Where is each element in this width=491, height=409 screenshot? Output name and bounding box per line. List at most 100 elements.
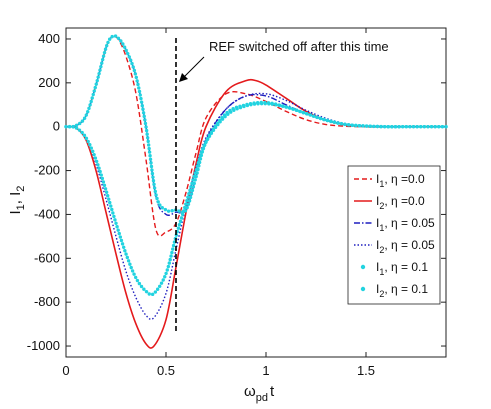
- series-4-marker: [140, 104, 144, 108]
- series-5-marker: [189, 185, 193, 189]
- series-5-marker: [411, 125, 416, 129]
- legend-label-rest: , η = 0.05: [384, 216, 435, 230]
- legend-label-5: I2, η = 0.1: [376, 282, 428, 299]
- series-5-marker: [383, 124, 387, 129]
- series-5-marker: [209, 131, 214, 135]
- series-4-marker: [92, 89, 96, 93]
- series-5-marker: [67, 124, 72, 129]
- series-5-marker: [142, 287, 146, 291]
- series-4-marker: [151, 175, 155, 179]
- series-5-marker: [281, 104, 285, 108]
- series-4-marker: [78, 121, 82, 126]
- series-4-marker: [137, 89, 142, 94]
- series-5-marker: [64, 125, 68, 129]
- series-4-marker: [139, 100, 144, 104]
- series-5-marker: [115, 225, 119, 229]
- series-5-marker: [298, 109, 302, 114]
- y-tick-label: -400: [34, 206, 60, 221]
- series-5-marker: [196, 161, 201, 165]
- series-5-marker: [74, 126, 79, 130]
- series-5-marker: [274, 103, 278, 107]
- series-5-marker: [132, 272, 136, 276]
- series-4-marker: [149, 161, 153, 165]
- series-4-marker: [126, 51, 130, 56]
- series-5-marker: [92, 152, 96, 157]
- series-5-marker: [109, 204, 113, 208]
- series-4-marker: [188, 195, 193, 200]
- y-tick-label: -1000: [27, 338, 60, 353]
- series-5-marker: [350, 123, 355, 127]
- series-4-marker: [113, 34, 118, 38]
- y-axis-label-base: I: [7, 210, 24, 214]
- series-4-marker: [141, 107, 145, 111]
- series-5-marker: [325, 118, 330, 123]
- series-4-marker: [143, 118, 147, 122]
- y-axis-label-sep: , I: [7, 192, 24, 205]
- series-4-marker: [189, 192, 194, 196]
- series-5-marker: [153, 290, 158, 294]
- series-5-marker: [232, 108, 236, 113]
- y-axis-label-sub1: 1: [15, 204, 27, 210]
- series-5-marker: [422, 125, 427, 129]
- series-5-marker: [198, 154, 203, 158]
- legend-label-rest: , η = 0.05: [384, 238, 435, 252]
- series-5-marker: [121, 245, 126, 249]
- series-5-marker: [114, 221, 118, 225]
- annotation-text: REF switched off after this time: [209, 39, 389, 54]
- series-5-marker: [107, 197, 111, 201]
- series-5-marker: [249, 102, 253, 107]
- series-5-marker: [180, 212, 185, 217]
- series-5-marker: [365, 124, 369, 128]
- series-5-marker: [100, 176, 105, 181]
- series-4-marker: [137, 86, 141, 90]
- legend-label-base: I: [376, 172, 379, 186]
- series-4-marker: [185, 205, 189, 210]
- series-4-marker: [136, 82, 140, 87]
- series-4-marker: [96, 75, 100, 79]
- series-4-marker: [101, 54, 106, 58]
- series-4-marker: [190, 188, 195, 193]
- y-tick-label: -200: [34, 163, 60, 178]
- series-4-marker: [148, 157, 153, 161]
- series-4-marker: [158, 203, 162, 207]
- series-5-marker: [124, 252, 128, 256]
- series-5-marker: [193, 171, 197, 175]
- legend-label-rest: , η =0.0: [384, 172, 425, 186]
- series-4-marker: [163, 207, 168, 212]
- series-5-marker: [168, 257, 172, 262]
- legend-label-base: I: [376, 238, 379, 252]
- series-4-marker: [141, 111, 146, 115]
- series-5-marker: [315, 115, 319, 120]
- series-5-marker: [301, 111, 306, 115]
- series-4-marker: [146, 139, 150, 144]
- series-4-marker: [155, 196, 159, 201]
- series-4-marker: [91, 92, 95, 97]
- legend-label-0: I1, η =0.0: [376, 172, 425, 189]
- series-5-marker: [144, 289, 149, 294]
- series-4-marker: [144, 128, 149, 133]
- series-5-marker: [192, 174, 196, 179]
- series-5-marker: [305, 112, 309, 116]
- legend-label-rest: , η =0.0: [384, 194, 425, 208]
- series-4-marker: [131, 65, 135, 69]
- series-4-marker: [88, 103, 92, 107]
- series-5-marker: [150, 292, 155, 297]
- series-5-marker: [312, 114, 316, 118]
- series-4-marker: [170, 209, 174, 213]
- series-4-marker: [104, 44, 109, 48]
- series-5-marker: [263, 101, 267, 106]
- legend-label-base: I: [376, 216, 379, 230]
- series-5-marker: [187, 192, 191, 196]
- series-4-marker: [149, 164, 154, 169]
- series-4-marker: [90, 96, 94, 100]
- series-5-marker: [361, 124, 365, 128]
- legend-label-sub: 2: [379, 245, 384, 255]
- legend-label-rest: , η = 0.1: [384, 260, 428, 274]
- series-5-marker: [116, 228, 120, 232]
- legend-label-sub: 1: [379, 223, 384, 233]
- series-5-marker: [291, 107, 296, 111]
- axes-frame: [65, 27, 447, 358]
- series-5-marker: [135, 278, 140, 283]
- series-4-marker: [130, 61, 134, 66]
